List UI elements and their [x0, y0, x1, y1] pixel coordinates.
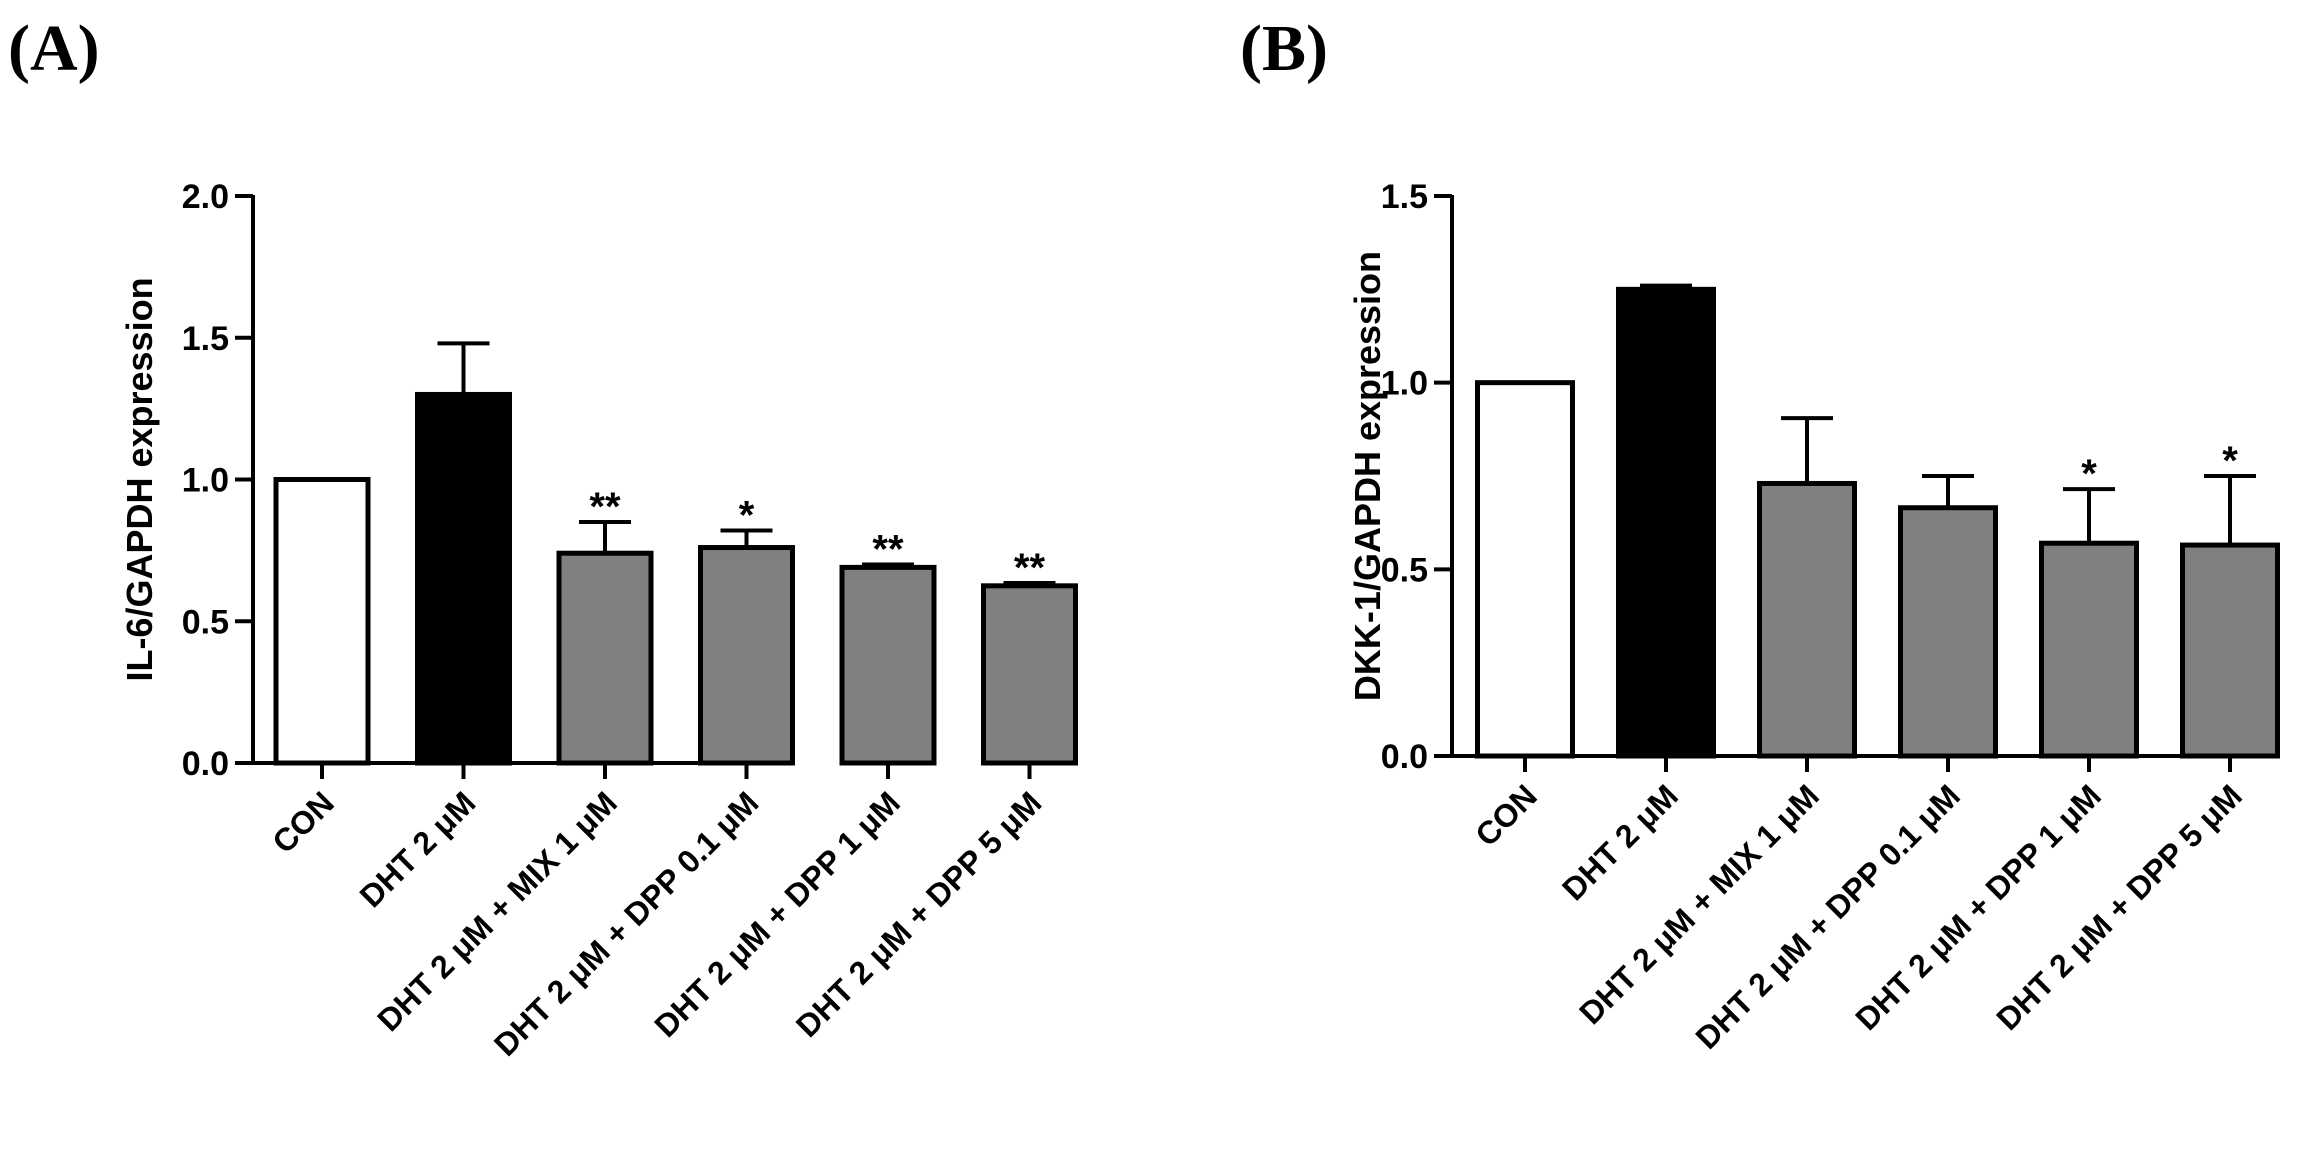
y-tick-label: 0.0 — [1381, 738, 1428, 776]
significance-marker: * — [739, 494, 755, 538]
panel-label: (A) — [8, 12, 100, 85]
significance-marker: * — [2222, 439, 2238, 483]
category-label: DHT 2 μM + MIX 1 μM — [370, 784, 624, 1038]
y-axis-label: DKK-1/GAPDH expression — [1347, 251, 1388, 701]
category-label: CON — [1468, 777, 1544, 853]
bar-0 — [1475, 380, 1575, 759]
category-label: DHT 2 μM + DPP 1 μM — [1848, 777, 2108, 1037]
chart-panel-a: (A) 0.0 0.5 1.0 1.5 2.0 IL-6/GAPDH expression C… — [8, 12, 1078, 1063]
bar-2 — [556, 550, 654, 766]
bar-5 — [981, 583, 1078, 766]
category-label: DHT 2 μM + DPP 5 μM — [1989, 777, 2249, 1037]
bar-1 — [415, 391, 512, 766]
bar-5 — [2180, 542, 2280, 759]
y-axis-label: IL-6/GAPDH expression — [119, 277, 160, 681]
bar-4 — [2039, 540, 2139, 759]
significance-marker: ** — [872, 528, 904, 572]
bar-1 — [1616, 286, 1716, 759]
significance-marker: * — [2081, 452, 2097, 496]
y-tick-label: 1.0 — [1381, 365, 1428, 403]
bar-4 — [839, 564, 937, 766]
category-label: DHT 2 μM + DPP 0.1 μM — [487, 784, 765, 1062]
significance-marker: ** — [589, 485, 621, 529]
category-label: DHT 2 μM + MIX 1 μM — [1572, 777, 1826, 1031]
category-label: DHT 2 μM — [1555, 777, 1685, 907]
category-label: DHT 2 μM + DPP 0.1 μM — [1689, 777, 1967, 1055]
category-label: CON — [265, 784, 341, 860]
panel-label: (B) — [1240, 12, 1328, 85]
y-tick-label: 0.5 — [182, 603, 229, 641]
category-label: DHT 2 μM — [353, 784, 483, 914]
chart-panel-b: (B) 0.0 0.5 1.0 1.5 DKK-1/GAPDH expression CON… — [1240, 12, 2280, 1056]
y-tick-label: 0.0 — [182, 745, 229, 783]
category-label: DHT 2 μM + DPP 5 μM — [789, 784, 1049, 1044]
y-tick-label: 1.0 — [182, 462, 229, 500]
significance-marker: ** — [1014, 546, 1046, 590]
y-tick-label: 0.5 — [1381, 551, 1428, 589]
category-label: DHT 2 μM + DPP 1 μM — [647, 784, 907, 1044]
bar-0 — [273, 477, 371, 766]
y-tick-label: 1.5 — [182, 320, 229, 358]
y-tick-label: 1.5 — [1381, 178, 1428, 216]
bar-3 — [1898, 505, 1998, 759]
bar-2 — [1757, 480, 1857, 759]
bar-3 — [698, 545, 795, 766]
y-tick-label: 2.0 — [182, 178, 229, 216]
